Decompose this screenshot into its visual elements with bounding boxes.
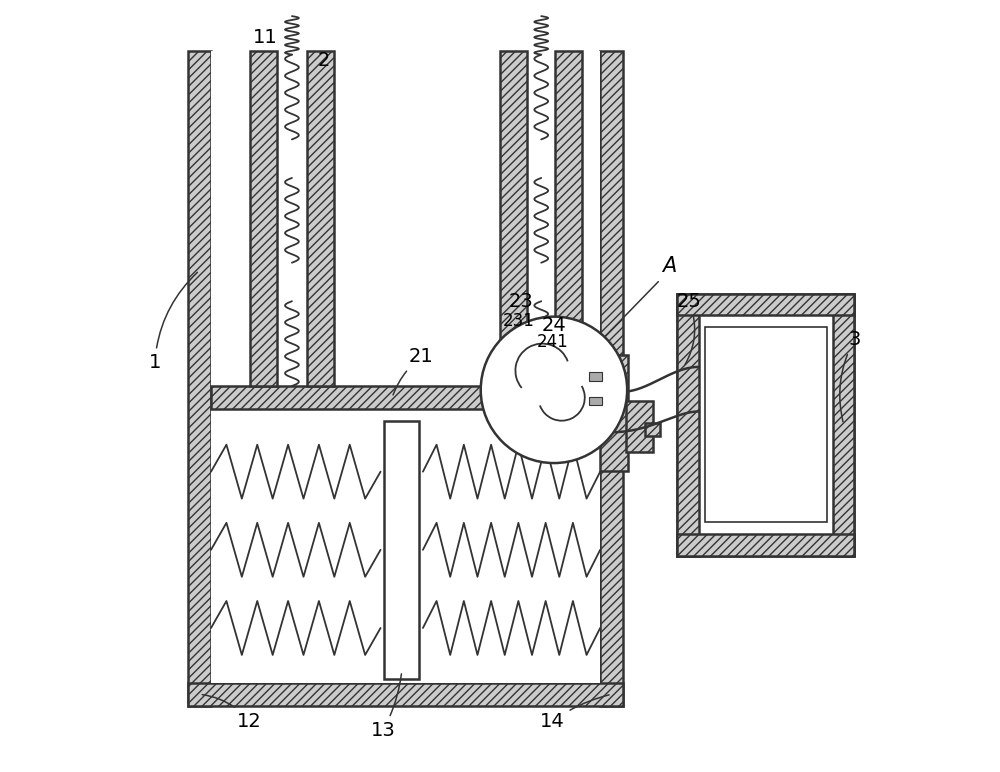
Bar: [500, 51, 527, 386]
Text: 11: 11: [253, 28, 277, 47]
Text: 14: 14: [540, 695, 609, 731]
Bar: [600, 51, 623, 706]
Text: A: A: [662, 256, 677, 276]
Text: 241: 241: [537, 334, 568, 351]
Bar: [384, 421, 419, 679]
Bar: [677, 534, 854, 556]
Bar: [307, 51, 334, 386]
Bar: [589, 397, 602, 405]
Bar: [589, 372, 602, 381]
Bar: [188, 51, 211, 706]
Text: 25: 25: [676, 292, 701, 364]
Bar: [250, 51, 277, 386]
Text: 3: 3: [840, 330, 861, 422]
Bar: [677, 293, 854, 315]
Circle shape: [481, 317, 627, 463]
Text: 13: 13: [370, 674, 401, 740]
Bar: [626, 401, 653, 452]
Bar: [677, 293, 699, 556]
Bar: [645, 422, 660, 436]
Text: 231: 231: [503, 312, 534, 330]
Text: 24: 24: [542, 316, 566, 334]
Bar: [211, 51, 600, 682]
Bar: [705, 327, 827, 523]
Bar: [211, 386, 600, 409]
Text: 23: 23: [508, 293, 533, 311]
Text: 2: 2: [318, 51, 330, 70]
Text: 12: 12: [202, 695, 262, 731]
Bar: [600, 355, 628, 471]
Bar: [677, 293, 854, 556]
Text: 1: 1: [149, 273, 197, 372]
Bar: [188, 682, 623, 706]
Bar: [555, 51, 582, 386]
Bar: [833, 293, 854, 556]
Text: 21: 21: [393, 347, 434, 395]
